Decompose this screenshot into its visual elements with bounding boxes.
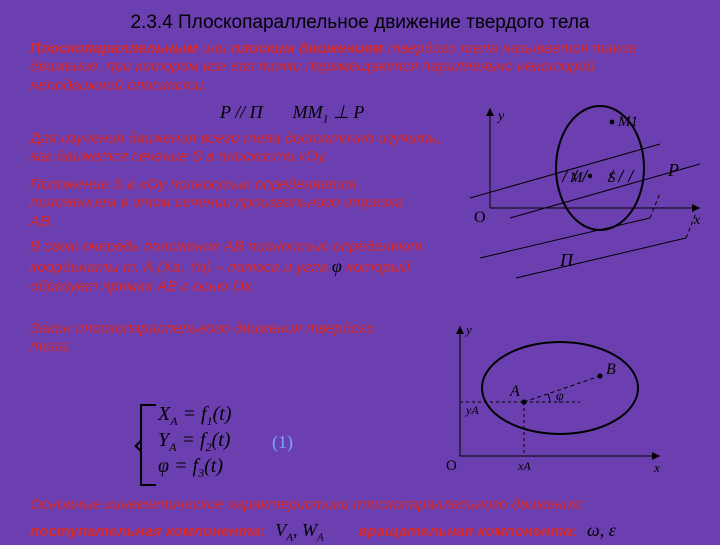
eq2-f: = f (176, 429, 205, 451)
eq1-t: (t) (213, 403, 232, 425)
transl-component-math: VA, WA (275, 520, 328, 540)
fig2-yA-label: yA (465, 403, 479, 417)
fig1-y-label: y (496, 109, 505, 124)
eq-line-2: YA = f2(t) (158, 429, 230, 455)
equation-bracket (140, 404, 156, 486)
fig2-A-label: A (509, 383, 520, 400)
eq1-f: = f (178, 403, 207, 425)
eq-line-3: φ = f3(t) (158, 455, 223, 481)
fig2-y-label: y (464, 322, 472, 337)
intro-term2: плоским движением (231, 40, 383, 57)
fig2-x-label: x (653, 460, 660, 475)
wa-sub: A (317, 532, 324, 544)
intro-term1: Плоскопараллельным (30, 40, 198, 57)
eq1-subA: A (170, 414, 177, 428)
intro-paragraph: Плоскопараллельным или плоским движением… (30, 40, 690, 95)
rot-component-label: вращательная компонента: (358, 523, 577, 540)
fig1-M-label: M (569, 170, 584, 186)
wa-w: , W (293, 520, 317, 540)
formula-line: P // П MM1 ⊥ P (220, 102, 364, 127)
paragraph-1: Для изучения движения всего тела достато… (30, 130, 450, 167)
fig2-O-label: O (446, 458, 457, 474)
equation-number: (1) (272, 432, 293, 454)
mm-text: MM (293, 102, 323, 122)
fig1-M1-label: M1 (617, 114, 638, 130)
figure-1: y x O P П M S M1 (450, 98, 710, 298)
fig1-P-label: P (667, 160, 679, 180)
para3-b: ) – полюса и угла (206, 259, 332, 276)
bottom-line-2: поступательная компонента: VA, WA вращат… (30, 520, 710, 545)
phi-symbol: φ (332, 256, 342, 276)
fig1-Pi-label: П (559, 250, 574, 270)
figure-2: y x O A B φ yA xA (420, 316, 680, 486)
page-title: 2.3.4 Плоскопараллельное движение твердо… (0, 12, 720, 34)
p-parallel-pi: P // П (220, 102, 263, 122)
rot-component-math: ω, ε (587, 520, 616, 540)
para3-coords: Xa, Ya (162, 259, 206, 276)
va-v: V (275, 520, 286, 540)
law-title: Закон плоскопараллельного движения тверд… (30, 320, 410, 357)
fig2-B-label: B (606, 361, 616, 378)
fig1-x-label: x (693, 213, 701, 228)
perp-text: ⊥ P (329, 102, 365, 122)
bottom-line-1: Основные кинематические характеристики п… (30, 496, 690, 514)
eq1-X: X (158, 403, 170, 425)
eq3-phi: φ = f (158, 455, 198, 477)
mm1-perp-p: MM1 ⊥ P (293, 102, 365, 122)
paragraph-2: Положение S в xOy полностью определяется… (30, 176, 430, 231)
fig1-S-label: S (608, 170, 616, 186)
eq-line-1: XA = f1(t) (158, 403, 232, 429)
eq3-t: (t) (204, 455, 223, 477)
intro-or: или (198, 40, 231, 57)
transl-component-label: поступательная компонента: (30, 523, 265, 540)
eq2-t: (t) (212, 429, 231, 451)
fig2-phi-label: φ (556, 389, 564, 404)
fig1-O-label: O (474, 209, 486, 226)
eq2-Y: Y (158, 429, 169, 451)
va-sub: A (286, 532, 293, 544)
fig2-xA-label: xA (517, 459, 531, 473)
paragraph-3: В свою очередь положение AB полностью оп… (30, 238, 460, 297)
